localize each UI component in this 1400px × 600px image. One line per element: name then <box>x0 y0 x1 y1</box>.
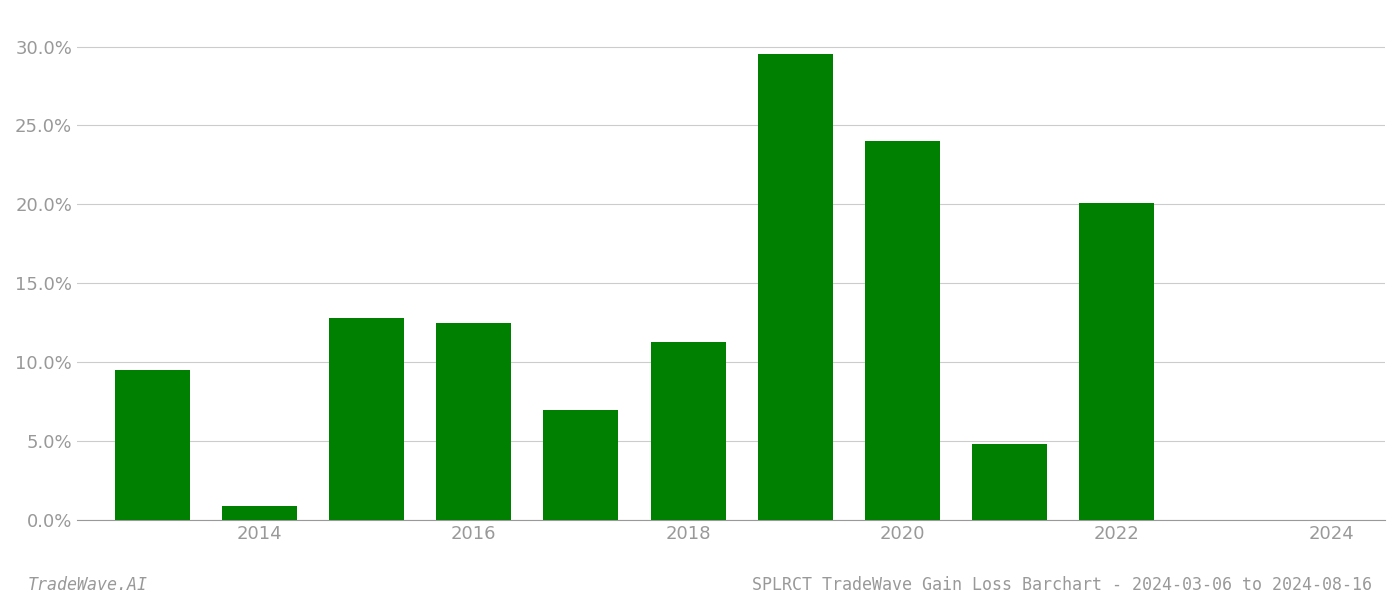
Bar <box>437 323 511 520</box>
Text: TradeWave.AI: TradeWave.AI <box>28 576 148 594</box>
Bar <box>221 506 297 520</box>
Text: SPLRCT TradeWave Gain Loss Barchart - 2024-03-06 to 2024-08-16: SPLRCT TradeWave Gain Loss Barchart - 20… <box>752 576 1372 594</box>
Bar <box>757 55 833 520</box>
Bar <box>329 318 405 520</box>
Bar <box>865 141 939 520</box>
Bar <box>543 410 619 520</box>
Bar <box>972 445 1047 520</box>
Bar <box>1079 203 1155 520</box>
Bar <box>651 342 725 520</box>
Bar <box>115 370 189 520</box>
